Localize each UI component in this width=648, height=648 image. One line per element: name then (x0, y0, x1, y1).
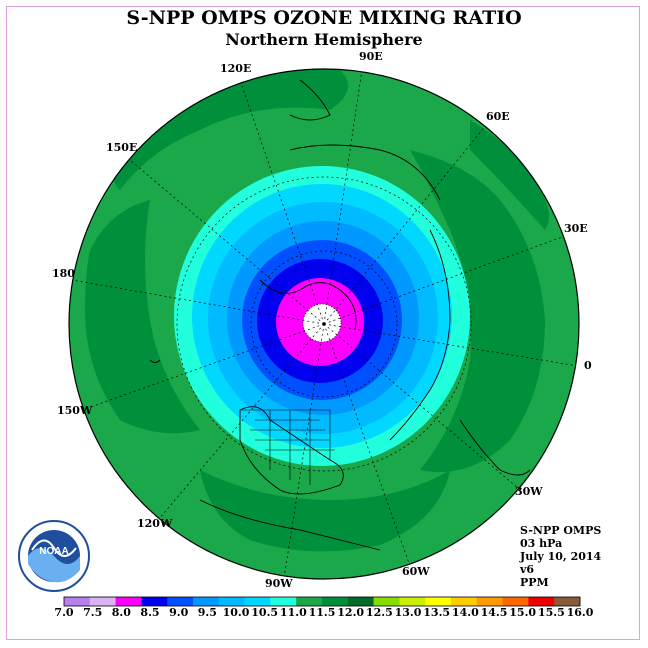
colorbar-swatch (451, 597, 478, 606)
colorbar-swatch (115, 597, 142, 606)
colorbar-labels: 7.0 7.5 8.0 8.5 9.0 9.5 10.0 10.5 11.0 11.5 12.0 12… (0, 606, 648, 620)
colorbar-label: 7.0 (54, 606, 74, 619)
colorbar (63, 596, 581, 607)
graticule (71, 69, 579, 579)
info-instrument: S-NPP OMPS (520, 524, 602, 537)
colorbar-label: 13.0 (394, 606, 422, 619)
colorbar-swatch (193, 597, 220, 606)
lon-label-120e: 120E (220, 62, 252, 75)
colorbar-label: 9.0 (169, 606, 189, 619)
lon-label-150w: 150W (57, 404, 93, 417)
colorbar-swatch (89, 597, 116, 606)
band-dark-green-ne (470, 120, 549, 230)
colorbar-swatch (322, 597, 349, 606)
band-dark-green-east (410, 150, 545, 472)
info-level: 03 hPa (520, 537, 563, 550)
colorbar-label: 16.0 (566, 606, 594, 619)
lon-label-150e: 150E (106, 141, 138, 154)
lon-label-90w: 90W (265, 577, 293, 590)
info-block: S-NPP OMPS 03 hPa July 10, 2014 v6 PPM (520, 524, 601, 589)
colorbar-swatch (296, 597, 323, 606)
colorbar-label: 8.0 (111, 606, 131, 619)
page-frame (6, 6, 640, 640)
colorbar-label: 10.5 (251, 606, 279, 619)
colorbar-swatch (167, 597, 194, 606)
colorbar-label: 7.5 (83, 606, 103, 619)
noaa-logo-text: NOAA (39, 546, 68, 557)
colorbar-swatch (502, 597, 529, 606)
colorbar-label: 9.5 (197, 606, 217, 619)
lon-label-120w: 120W (137, 517, 173, 530)
map-outline (68, 68, 580, 580)
colorbar-label: 11.0 (279, 606, 307, 619)
map-title: S-NPP OMPS OZONE MIXING RATIO (126, 7, 522, 29)
info-units: PPM (520, 576, 549, 589)
colorbar-swatch (425, 597, 452, 606)
noaa-logo-icon: NOAA (18, 520, 90, 592)
colorbar-swatch (528, 597, 555, 606)
colorbar-label: 10.0 (222, 606, 250, 619)
colorbar-label: 15.0 (509, 606, 537, 619)
colorbar-swatch (270, 597, 297, 606)
colorbar-swatch (554, 597, 581, 606)
band-dark-green-west (85, 200, 200, 434)
lon-label-30e: 30E (564, 222, 588, 235)
pole-no-data (302, 303, 342, 343)
colorbar-label: 13.5 (423, 606, 451, 619)
colorbar-swatch (347, 597, 374, 606)
north-america-borders (240, 409, 335, 485)
lon-label-0: 0 (584, 359, 592, 372)
colorbar-swatch (399, 597, 426, 606)
lon-label-60w: 60W (402, 565, 430, 578)
colorbar-swatch (244, 597, 271, 606)
colorbar-label: 14.0 (451, 606, 479, 619)
colorbar-swatch (64, 597, 91, 606)
lon-label-60e: 60E (486, 110, 510, 123)
map-subtitle: Northern Hemisphere (225, 30, 423, 49)
lon-label-180: 180 (52, 267, 75, 280)
colorbar-swatch (476, 597, 503, 606)
colorbar-label: 11.5 (308, 606, 336, 619)
colorbar-swatch (373, 597, 400, 606)
info-version: v6 (520, 563, 535, 576)
lon-label-90e: 90E (359, 50, 383, 63)
colorbar-label: 12.5 (365, 606, 393, 619)
colorbar-label: 14.5 (480, 606, 508, 619)
colorbar-label: 15.5 (537, 606, 565, 619)
colorbar-swatch (141, 597, 168, 606)
colorbar-swatch (218, 597, 245, 606)
colorbar-outline (63, 596, 581, 607)
colorbar-label: 8.5 (140, 606, 160, 619)
lon-label-30w: 30W (515, 485, 543, 498)
coastlines (149, 79, 531, 551)
colorbar-label: 12.0 (337, 606, 365, 619)
band-dark-green-south (200, 470, 450, 552)
info-date: July 10, 2014 (520, 550, 602, 563)
